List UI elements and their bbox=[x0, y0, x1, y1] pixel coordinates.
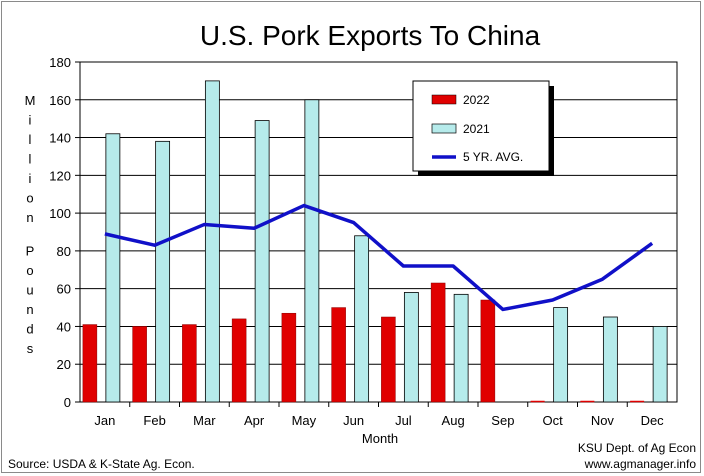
y-tick-label: 0 bbox=[64, 395, 71, 410]
y-axis-label-char: u bbox=[26, 283, 33, 298]
y-axis-label-char: l bbox=[29, 132, 32, 147]
bar-2021-mar bbox=[204, 80, 220, 403]
credit-line-1: KSU Dept. of Ag Econ bbox=[578, 441, 696, 455]
bar-2022-apr bbox=[231, 318, 247, 403]
y-axis-label-char: s bbox=[27, 341, 34, 356]
bar-2021-may bbox=[304, 99, 320, 403]
bar-2022-jun bbox=[331, 307, 346, 403]
y-tick-label: 40 bbox=[57, 319, 71, 334]
x-tick-label-sep: Sep bbox=[491, 413, 514, 428]
x-tick-label-apr: Apr bbox=[244, 413, 265, 428]
bar-2021-apr bbox=[254, 120, 270, 403]
y-tick-label: 80 bbox=[57, 244, 71, 259]
y-tick-label: 100 bbox=[49, 206, 71, 221]
legend: 2022 2021 5 YR. AVG. bbox=[412, 80, 554, 176]
x-tick-label-oct: Oct bbox=[543, 413, 564, 428]
y-axis-label-char: n bbox=[26, 302, 33, 317]
legend-swatch-2022 bbox=[431, 94, 457, 105]
bar-2021-oct bbox=[553, 307, 569, 403]
y-axis-label-char: P bbox=[26, 244, 35, 259]
bar-2022-jul bbox=[381, 316, 396, 403]
y-axis-label-char: i bbox=[29, 171, 32, 186]
x-tick-label-dec: Dec bbox=[641, 413, 665, 428]
x-tick-label-jan: Jan bbox=[94, 413, 115, 428]
bar-2021-jul bbox=[403, 292, 419, 403]
x-tick-label-nov: Nov bbox=[591, 413, 615, 428]
x-tick-label-feb: Feb bbox=[143, 413, 165, 428]
bar-2021-feb bbox=[155, 140, 171, 403]
y-axis-label-char: i bbox=[29, 113, 32, 128]
bar-2022-mar bbox=[182, 324, 197, 403]
x-axis-ticks: Jan Feb Mar Apr May Jun Jul Aug Sep Oct Nov Dec bbox=[94, 402, 664, 428]
y-tick-label: 60 bbox=[57, 282, 71, 297]
x-tick-label-jun: Jun bbox=[343, 413, 364, 428]
legend-label-5yr-avg: 5 YR. AVG. bbox=[463, 150, 523, 164]
y-axis-label-char: n bbox=[26, 210, 33, 225]
line-5yr-avg bbox=[104, 203, 654, 312]
bar-2021-jun bbox=[354, 235, 370, 403]
bar-2022-aug bbox=[430, 282, 446, 403]
y-tick-label: 120 bbox=[49, 168, 71, 183]
x-tick-label-may: May bbox=[292, 413, 317, 428]
bar-series bbox=[82, 80, 668, 403]
bar-2022-sep bbox=[480, 299, 496, 403]
bar-2021-nov bbox=[602, 316, 618, 403]
bar-2022-jan bbox=[82, 324, 98, 403]
legend-swatch-2021 bbox=[431, 123, 457, 134]
bar-2022-feb bbox=[132, 326, 147, 403]
legend-label-2022: 2022 bbox=[463, 93, 490, 107]
y-axis-label-char: o bbox=[26, 263, 33, 278]
y-axis-label-char: d bbox=[26, 322, 33, 337]
x-tick-label-mar: Mar bbox=[193, 413, 216, 428]
chart-title: U.S. Pork Exports To China bbox=[200, 20, 541, 51]
y-tick-label: 20 bbox=[57, 357, 71, 372]
bar-2021-dec bbox=[652, 326, 668, 403]
bar-2022-may bbox=[281, 312, 297, 403]
y-axis-label-char: o bbox=[26, 191, 33, 206]
x-tick-label-aug: Aug bbox=[442, 413, 465, 428]
legend-label-2021: 2021 bbox=[463, 122, 490, 136]
y-axis-ticks: 0 20 40 60 80 100 120 140 160 180 bbox=[49, 55, 80, 410]
y-axis-label-char: M bbox=[25, 93, 36, 108]
bar-2021-jan bbox=[105, 133, 121, 403]
x-tick-label-jul: Jul bbox=[395, 413, 412, 428]
credit-line-2: www.agmanager.info bbox=[584, 457, 697, 471]
source-note: Source: USDA & K-State Ag. Econ. bbox=[8, 457, 195, 471]
average-line-series bbox=[104, 203, 654, 312]
y-tick-label: 180 bbox=[49, 55, 71, 70]
bar-2021-aug bbox=[453, 293, 469, 403]
y-tick-label: 160 bbox=[49, 93, 71, 108]
x-axis-title: Month bbox=[362, 431, 398, 446]
y-axis-label-char: l bbox=[29, 152, 32, 167]
y-tick-label: 140 bbox=[49, 131, 71, 146]
